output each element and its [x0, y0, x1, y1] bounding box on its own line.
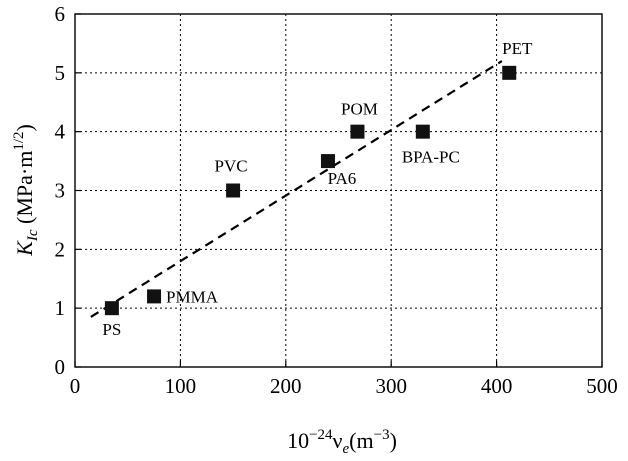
plot-frame [74, 13, 603, 368]
point-label-pvc: PVC [215, 157, 248, 176]
y-label-symbol: K [12, 240, 37, 257]
y-tick-label-1: 1 [55, 296, 66, 320]
x-label-unit-exp: −3 [374, 427, 390, 443]
point-label-pmma: PMMA [166, 287, 219, 306]
x-tick-label-400: 400 [481, 374, 513, 398]
point-label-pet: PET [502, 39, 533, 58]
x-tick-label-500: 500 [586, 374, 618, 398]
point-label-pa6: PA6 [328, 169, 357, 188]
y-label-unit-close: ) [12, 124, 37, 131]
y-tick-label-3: 3 [55, 179, 66, 203]
grid [75, 14, 602, 367]
x-tick-label-0: 0 [70, 374, 81, 398]
y-tick-label-4: 4 [55, 120, 66, 144]
tick-labels: 0 100 200 300 400 500 0 1 2 3 4 5 6 [55, 2, 618, 398]
x-label-sub: e [343, 441, 350, 457]
y-label-unit-exp: 1/2 [11, 131, 27, 150]
y-tick-label-2: 2 [55, 237, 66, 261]
marker-pet [502, 65, 517, 80]
x-tick-label-300: 300 [375, 374, 407, 398]
x-label-symbol: ν [333, 428, 343, 453]
y-tick-label-6: 6 [55, 2, 66, 26]
y-tick-label-5: 5 [55, 61, 66, 85]
marker-pa6 [320, 154, 335, 169]
data-points: PS PMMA PVC PA6 POM BPA-PC PET [102, 39, 533, 339]
point-label-ps: PS [102, 320, 121, 339]
point-label-pom: POM [341, 100, 378, 119]
y-label-unit-open: (MPa·m [12, 151, 37, 230]
x-label-base: 10 [287, 428, 309, 453]
x-tick-label-200: 200 [270, 374, 302, 398]
x-label-unit-open: (m [349, 428, 373, 453]
trendline-group [90, 60, 503, 318]
marker-pvc [226, 183, 241, 198]
y-label-sub: Ic [25, 229, 41, 242]
marker-ps [104, 301, 119, 316]
y-axis-label: KIc (MPa·m1/2) [11, 124, 41, 257]
point-label-bpa-pc: BPA-PC [402, 148, 460, 167]
marker-bpa-pc [415, 124, 430, 139]
y-tick-label-0: 0 [55, 355, 66, 379]
x-axis-label: 10−24νe(m−3) [287, 427, 397, 457]
marker-pmma [147, 289, 162, 304]
x-label-exp: −24 [309, 427, 333, 443]
trendline [90, 60, 503, 318]
x-tick-label-100: 100 [165, 374, 197, 398]
x-label-unit-close: ) [390, 428, 397, 453]
marker-pom [350, 124, 365, 139]
